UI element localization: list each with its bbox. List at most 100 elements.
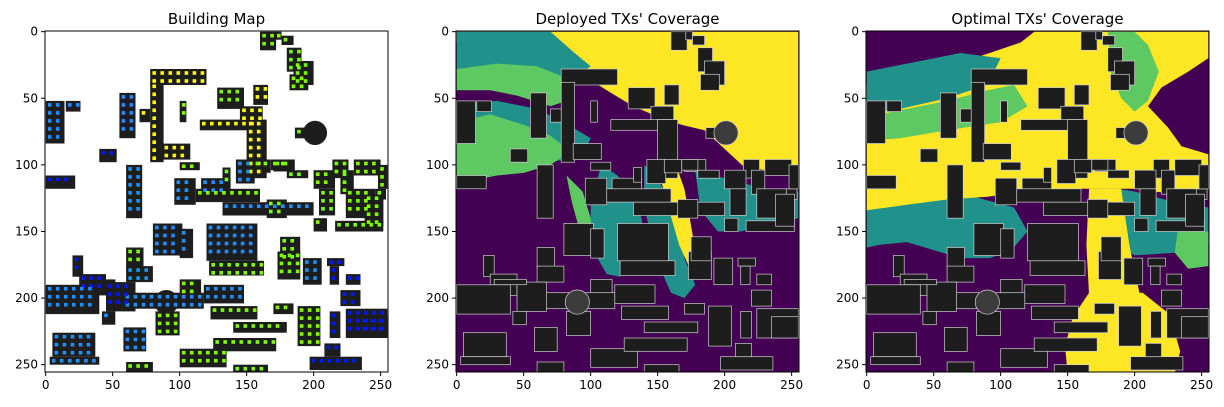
tx-marker	[72, 286, 76, 291]
tx-marker	[248, 137, 253, 142]
tx-marker	[55, 177, 60, 182]
tx-marker	[55, 103, 60, 107]
building	[735, 343, 752, 358]
tx-marker	[299, 316, 304, 320]
x-tick-label: 0	[42, 378, 50, 392]
tx-marker	[331, 329, 336, 334]
tx-marker	[299, 76, 304, 81]
building	[560, 81, 575, 163]
tx-marker	[336, 358, 340, 363]
tx-marker	[364, 199, 368, 203]
tx-marker	[181, 281, 186, 286]
building	[729, 188, 747, 216]
tx-marker	[216, 249, 221, 254]
tx-marker	[168, 71, 173, 75]
tx-marker	[289, 57, 293, 62]
tx-marker	[222, 191, 226, 195]
tx-marker	[206, 191, 210, 195]
tx-marker	[74, 265, 79, 270]
tx-marker	[163, 241, 167, 246]
panel-optimal-coverage: Optimal TXs' Coverage 0 50 100 150 200 250 0 50…	[836, 10, 1213, 392]
building	[179, 228, 194, 259]
tx-marker	[327, 358, 332, 363]
tx-marker	[173, 302, 178, 307]
tx-marker	[224, 204, 229, 208]
plot-area	[45, 31, 388, 372]
building	[1118, 305, 1142, 347]
tx-marker	[235, 324, 240, 328]
building	[946, 164, 964, 219]
building	[534, 327, 558, 352]
tx-marker	[155, 241, 159, 246]
tx-marker	[192, 79, 197, 83]
tx-marker	[255, 340, 260, 344]
tx-marker	[89, 276, 93, 280]
tx-marker	[136, 183, 140, 187]
tx-marker	[230, 286, 234, 291]
tx-marker	[273, 161, 277, 166]
building	[973, 223, 1004, 256]
tx-marker	[235, 271, 240, 275]
tx-marker	[152, 156, 156, 160]
tx-marker	[219, 271, 223, 275]
tx-marker	[323, 180, 328, 184]
tx-marker	[89, 284, 93, 288]
tx-marker	[256, 169, 261, 174]
tx-marker	[374, 196, 379, 200]
tx-marker	[230, 191, 234, 195]
coverage-zone-medium-low	[866, 53, 1001, 112]
tx-marker	[64, 177, 68, 182]
tx-marker	[299, 84, 304, 89]
tx-marker	[128, 257, 132, 262]
tx-marker	[263, 161, 268, 166]
building	[1087, 199, 1109, 219]
tower	[974, 289, 1000, 315]
building	[456, 100, 476, 144]
building	[663, 84, 680, 106]
building	[690, 236, 712, 262]
tx-marker	[136, 191, 140, 195]
building	[1185, 193, 1205, 227]
tx-marker	[78, 350, 83, 355]
building	[139, 108, 151, 123]
tx-marker	[181, 239, 186, 243]
building	[49, 356, 100, 365]
tx-marker	[165, 329, 170, 334]
plot-area	[456, 31, 799, 372]
tx-marker	[251, 263, 256, 267]
tx-marker	[181, 103, 186, 107]
tx-marker	[231, 340, 235, 344]
building	[1029, 260, 1086, 276]
tx-marker	[248, 161, 253, 166]
tx-marker	[299, 308, 304, 312]
tx-marker	[321, 199, 325, 203]
tx-marker	[97, 284, 102, 288]
tx-marker	[92, 358, 96, 363]
tx-marker	[128, 207, 132, 211]
tx-marker	[152, 79, 156, 83]
y-tick-label: 150	[426, 224, 449, 238]
tx-marker	[208, 249, 213, 254]
x-tick-label: 250	[780, 378, 803, 392]
tower	[302, 120, 328, 145]
building	[179, 348, 227, 368]
tx-marker	[271, 340, 276, 344]
building	[1110, 73, 1130, 91]
tx-marker	[206, 358, 210, 363]
tx-marker	[366, 196, 371, 200]
tx-marker	[297, 65, 301, 70]
tx-marker	[224, 177, 229, 182]
tx-marker	[374, 212, 379, 216]
tx-marker	[289, 49, 293, 54]
building	[1100, 236, 1122, 262]
tx-marker	[55, 127, 60, 131]
tx-marker	[108, 284, 112, 288]
building	[893, 255, 905, 278]
tx-marker	[289, 204, 293, 208]
tx-marker	[315, 180, 320, 184]
tx-marker	[259, 324, 264, 328]
tx-marker	[129, 119, 134, 123]
tx-marker	[366, 212, 371, 216]
tx-marker	[364, 310, 368, 315]
tx-marker	[262, 33, 266, 38]
